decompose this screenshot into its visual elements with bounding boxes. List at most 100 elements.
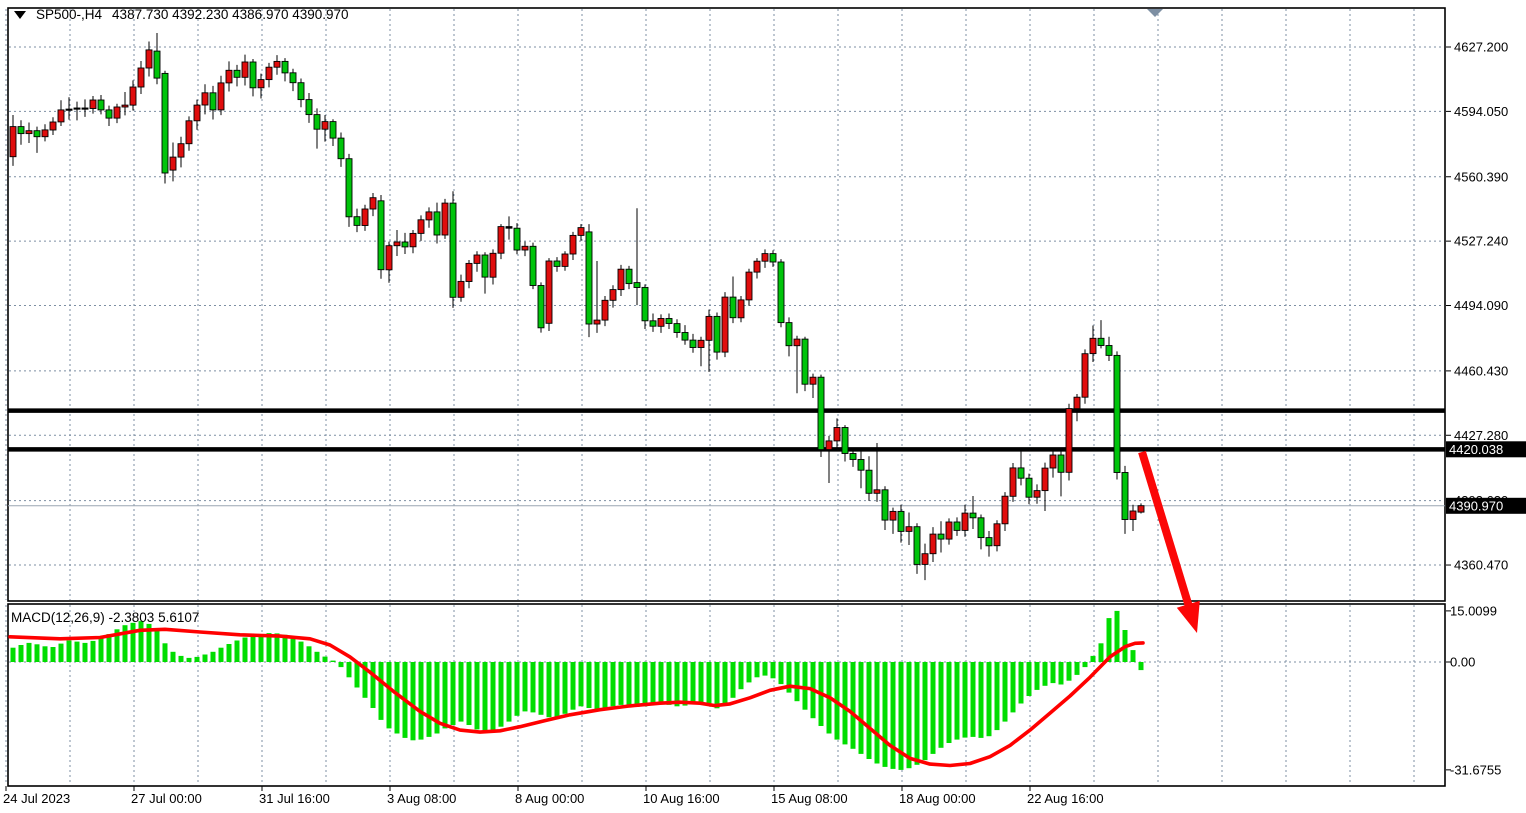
candle bbox=[401, 241, 409, 248]
candle bbox=[577, 227, 585, 236]
panel-borders bbox=[7, 7, 1446, 787]
candle bbox=[921, 553, 929, 565]
price-axis[interactable] bbox=[1446, 8, 1526, 786]
candle bbox=[201, 92, 209, 106]
candle bbox=[785, 322, 793, 347]
candle bbox=[977, 517, 985, 539]
candle bbox=[985, 537, 993, 547]
chart-shift-marker-icon[interactable] bbox=[1147, 9, 1163, 17]
candle bbox=[9, 126, 17, 158]
candle bbox=[489, 252, 497, 278]
candle bbox=[969, 512, 977, 519]
candle bbox=[417, 219, 425, 234]
candle bbox=[913, 526, 921, 565]
candle bbox=[161, 72, 169, 174]
candle bbox=[841, 427, 849, 454]
macd-indicator-label: MACD(12,26,9) -2.3803 5.6107 bbox=[11, 610, 200, 625]
candle bbox=[305, 99, 313, 116]
candle bbox=[609, 289, 617, 301]
svg-text:4460.430: 4460.430 bbox=[1454, 363, 1508, 378]
candle bbox=[657, 318, 665, 327]
candle bbox=[177, 143, 185, 158]
svg-text:4360.470: 4360.470 bbox=[1454, 558, 1508, 573]
candle bbox=[73, 107, 81, 110]
candle bbox=[1009, 467, 1017, 497]
candle bbox=[1017, 467, 1025, 479]
candle bbox=[329, 121, 337, 139]
candle bbox=[57, 109, 65, 123]
svg-text:4494.090: 4494.090 bbox=[1454, 298, 1508, 313]
candle bbox=[641, 286, 649, 322]
candle bbox=[297, 82, 305, 101]
candle bbox=[49, 121, 57, 131]
candle bbox=[601, 299, 609, 321]
svg-text:4560.390: 4560.390 bbox=[1454, 169, 1508, 184]
candle bbox=[761, 253, 769, 262]
candle bbox=[849, 453, 857, 460]
candle bbox=[905, 526, 913, 532]
candle bbox=[41, 129, 49, 138]
macd-histogram bbox=[10, 610, 1144, 770]
svg-text:15 Aug 08:00: 15 Aug 08:00 bbox=[771, 791, 848, 806]
svg-text:31 Jul 16:00: 31 Jul 16:00 bbox=[259, 791, 330, 806]
svg-text:0.00: 0.00 bbox=[1450, 655, 1475, 670]
candle bbox=[65, 108, 73, 111]
candle bbox=[553, 260, 561, 267]
candle bbox=[561, 253, 569, 267]
candle bbox=[361, 208, 369, 226]
grid bbox=[5, 9, 1444, 785]
candle bbox=[873, 489, 881, 494]
candle bbox=[89, 99, 97, 109]
candle bbox=[897, 510, 905, 532]
candle bbox=[193, 104, 201, 122]
candle bbox=[825, 440, 833, 451]
candle bbox=[865, 469, 873, 494]
candle bbox=[1097, 337, 1105, 346]
candle bbox=[529, 245, 537, 286]
candle bbox=[457, 280, 465, 298]
candle bbox=[425, 211, 433, 221]
time-axis[interactable] bbox=[8, 787, 1445, 813]
candle bbox=[145, 49, 153, 69]
svg-text:24 Jul 2023: 24 Jul 2023 bbox=[3, 791, 70, 806]
candle bbox=[665, 318, 673, 324]
candle bbox=[505, 226, 513, 229]
candle bbox=[289, 72, 297, 84]
candle bbox=[697, 339, 705, 348]
svg-text:4594.050: 4594.050 bbox=[1454, 104, 1508, 119]
candle bbox=[593, 319, 601, 325]
candle bbox=[121, 104, 129, 108]
candle bbox=[881, 489, 889, 521]
candle bbox=[353, 216, 361, 226]
svg-text:3 Aug 08:00: 3 Aug 08:00 bbox=[387, 791, 456, 806]
candle bbox=[497, 226, 505, 254]
candle bbox=[801, 338, 809, 385]
candle bbox=[433, 211, 441, 236]
candle bbox=[185, 120, 193, 145]
candle bbox=[833, 427, 841, 442]
candle bbox=[129, 86, 137, 106]
candle bbox=[1065, 408, 1073, 473]
candle bbox=[945, 521, 953, 540]
candle bbox=[481, 254, 489, 278]
candle bbox=[313, 114, 321, 130]
candle bbox=[257, 79, 265, 89]
candle bbox=[617, 268, 625, 291]
candle bbox=[233, 69, 241, 78]
candle bbox=[217, 82, 225, 111]
candles-series bbox=[9, 33, 1145, 581]
trend-arrow[interactable] bbox=[1138, 450, 1200, 633]
candle bbox=[809, 376, 817, 385]
svg-text:15.0099: 15.0099 bbox=[1450, 603, 1497, 618]
candle bbox=[537, 285, 545, 329]
svg-text:10 Aug 16:00: 10 Aug 16:00 bbox=[643, 791, 720, 806]
svg-text:8 Aug 00:00: 8 Aug 00:00 bbox=[515, 791, 584, 806]
candle bbox=[649, 320, 657, 327]
candle bbox=[521, 245, 529, 251]
bid-price-badge-text: 4390.970 bbox=[1449, 498, 1503, 513]
candle bbox=[745, 271, 753, 301]
candle bbox=[449, 202, 457, 298]
candle bbox=[857, 459, 865, 471]
